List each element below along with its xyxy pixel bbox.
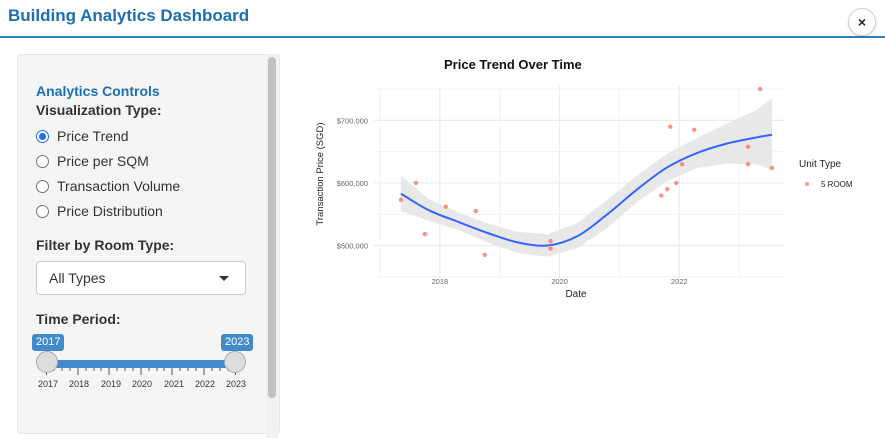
data-point (548, 246, 553, 251)
slider-max-badge: 2023 (221, 334, 254, 351)
data-point (398, 197, 404, 202)
radio-button-checked[interactable] (36, 129, 49, 143)
legend-entry: 5 ROOM (821, 180, 853, 189)
x-tick-label: 2022 (671, 277, 688, 286)
data-point (674, 180, 679, 186)
data-point (757, 86, 763, 92)
legend-key (805, 182, 809, 186)
data-point (482, 252, 487, 258)
room-filter-label: Filter by Room Type: (36, 237, 175, 253)
x-tick-label: 2018 (431, 277, 448, 286)
radio-price-trend[interactable]: Price Trend (36, 126, 129, 146)
data-point (422, 232, 428, 237)
data-point (668, 124, 673, 129)
radio-button[interactable] (36, 179, 49, 193)
slider-tick-label: 2018 (68, 379, 90, 389)
trend-line (400, 133, 773, 247)
data-point (745, 162, 751, 167)
y-tick-label: $700,000 (337, 116, 368, 125)
y-tick-label: $500,000 (337, 241, 368, 250)
slider-tick-label: 2020 (131, 379, 153, 389)
slider-range-bar[interactable] (46, 360, 236, 368)
slider-tick-label: 2017 (37, 379, 59, 389)
y-axis-label: Transaction Price (SGD) (315, 122, 326, 225)
slider-tick-label: 2019 (100, 379, 122, 389)
chevron-down-icon (219, 276, 229, 281)
radio-price-per-sqm[interactable]: Price per SQM (36, 151, 149, 171)
radio-button[interactable] (36, 204, 49, 218)
plot-area: $500,000 $600,000 $700,000 2018 2020 2022 Pr… (290, 50, 880, 310)
data-point (413, 180, 419, 186)
data-point (548, 238, 553, 244)
room-type-select[interactable]: All Types (36, 261, 246, 295)
sidebar-scrollbar-thumb[interactable] (268, 57, 276, 398)
x-axis-label: Date (565, 289, 587, 300)
data-point (665, 187, 670, 192)
confidence-ribbon (400, 97, 772, 257)
legend-title: Unit Type (799, 159, 841, 170)
viz-type-label: Visualization Type: (36, 102, 162, 118)
radio-label: Price Trend (57, 128, 129, 144)
radio-label: Price per SQM (57, 153, 149, 169)
data-point (692, 127, 697, 132)
radio-label: Transaction Volume (57, 178, 181, 194)
plot-panel (374, 86, 784, 304)
analytics-controls-panel: Analytics Controls Visualization Type: P… (17, 54, 280, 434)
data-point (443, 204, 448, 209)
data-point (659, 193, 664, 198)
room-type-select-value: All Types (49, 270, 106, 286)
time-period-label: Time Period: (36, 311, 121, 327)
price-trend-chart: $500,000 $600,000 $700,000 2018 2020 2022 Pr… (315, 57, 853, 304)
close-button[interactable]: × (848, 8, 876, 36)
chart-title: Price Trend Over Time (444, 57, 582, 72)
slider-min-badge: 2017 (32, 334, 65, 351)
radio-price-distribution[interactable]: Price Distribution (36, 201, 163, 221)
slider-tick-label: 2023 (225, 379, 247, 389)
x-tick-label: 2020 (551, 277, 568, 286)
data-point (769, 165, 775, 171)
data-point (680, 162, 685, 167)
y-axis-ticks: $500,000 $600,000 $700,000 (337, 116, 368, 250)
slider-tick-label: 2021 (163, 379, 185, 389)
slider-ticks (46, 368, 236, 375)
radio-transaction-volume[interactable]: Transaction Volume (36, 176, 180, 196)
modal-title: Building Analytics Dashboard (8, 6, 250, 25)
radio-button[interactable] (36, 154, 49, 168)
data-point (473, 208, 478, 214)
slider-min-handle[interactable] (36, 351, 58, 373)
chart-points (398, 86, 775, 258)
y-tick-label: $600,000 (337, 179, 368, 188)
slider-max-handle[interactable] (224, 351, 246, 373)
modal-header: Building Analytics Dashboard × (0, 0, 885, 38)
controls-title: Analytics Controls (36, 83, 160, 99)
data-point (745, 144, 751, 149)
radio-label: Price Distribution (57, 203, 163, 219)
x-axis-ticks: 2018 2020 2022 (431, 277, 687, 286)
slider-tick-label: 2022 (194, 379, 216, 389)
